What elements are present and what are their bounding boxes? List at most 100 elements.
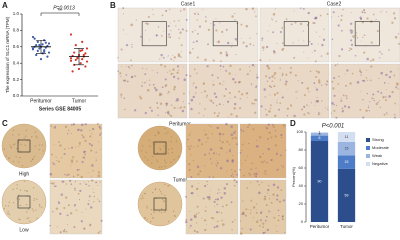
cell — [91, 127, 95, 131]
cell — [228, 72, 231, 75]
cell — [234, 136, 237, 140]
cell — [376, 30, 379, 33]
cell — [217, 192, 219, 194]
cell — [393, 17, 397, 20]
cell — [302, 7, 305, 10]
cell — [239, 168, 241, 171]
cell — [146, 22, 149, 26]
core-label: Peritumor — [169, 121, 191, 127]
cell — [284, 83, 287, 86]
cell — [27, 208, 30, 211]
cell — [217, 76, 219, 79]
cell — [5, 155, 7, 157]
cell — [15, 156, 17, 158]
cell — [23, 137, 26, 139]
cell — [226, 140, 229, 143]
cell — [278, 200, 282, 203]
cell — [229, 97, 231, 99]
cell — [130, 64, 133, 67]
cell — [301, 81, 304, 84]
bar-segment — [337, 155, 356, 169]
cell — [303, 113, 306, 116]
cell — [188, 51, 192, 54]
cell — [275, 225, 277, 227]
cell — [176, 97, 179, 101]
cell — [177, 107, 179, 109]
panel-label: A — [2, 1, 8, 10]
cell — [250, 83, 253, 85]
cell — [272, 183, 276, 187]
cell — [201, 92, 203, 94]
cell — [238, 90, 241, 93]
cell — [303, 105, 306, 108]
cell — [231, 137, 234, 140]
cell — [267, 138, 269, 140]
cell — [97, 171, 101, 174]
point — [81, 48, 84, 52]
cell — [248, 66, 251, 68]
cell — [178, 37, 180, 39]
cell — [306, 104, 308, 106]
cell — [229, 64, 232, 68]
cell — [334, 64, 337, 67]
cell — [195, 187, 199, 191]
cell — [264, 219, 267, 222]
cell — [232, 176, 235, 179]
cell — [262, 49, 265, 51]
tissue-image — [239, 123, 287, 179]
cell — [152, 14, 154, 16]
cell — [213, 200, 216, 204]
cell — [162, 199, 164, 201]
cell — [268, 209, 269, 211]
legend-swatch — [366, 154, 370, 158]
cell — [123, 13, 125, 15]
cell — [241, 227, 244, 230]
cell — [61, 180, 64, 183]
cell — [141, 85, 143, 87]
cell — [199, 103, 201, 105]
cell — [359, 17, 363, 21]
point — [82, 53, 85, 57]
cell — [79, 183, 81, 185]
cell — [323, 28, 325, 30]
cell — [212, 152, 215, 155]
bar-segment — [310, 135, 329, 141]
cell — [164, 78, 167, 81]
cell — [330, 16, 332, 18]
cell — [49, 224, 51, 227]
cell — [172, 68, 175, 71]
cell — [175, 140, 178, 142]
cell — [183, 78, 187, 81]
cell — [196, 56, 199, 59]
cell — [233, 131, 236, 135]
cell — [387, 83, 389, 85]
cell — [266, 161, 269, 164]
cell — [377, 101, 379, 104]
cell — [156, 152, 159, 154]
cell — [165, 132, 167, 135]
cell — [355, 32, 358, 34]
cell — [297, 90, 299, 92]
cell — [158, 94, 162, 97]
cell — [342, 94, 345, 97]
cell — [169, 70, 171, 72]
cell — [366, 69, 368, 71]
cell — [210, 189, 212, 191]
cell — [258, 136, 262, 139]
cell — [158, 166, 161, 168]
y-tick-label: 0.0 — [13, 93, 20, 98]
cell — [96, 177, 98, 178]
cell — [272, 193, 275, 196]
cell — [74, 187, 76, 190]
cell — [228, 143, 231, 146]
cell — [56, 226, 58, 228]
cell — [368, 105, 370, 107]
cell — [134, 75, 137, 78]
cell — [254, 111, 257, 114]
cell — [213, 24, 216, 26]
cell — [313, 82, 316, 84]
cell — [168, 184, 170, 187]
cell — [363, 34, 366, 36]
cell — [18, 194, 20, 196]
cell — [241, 143, 244, 146]
